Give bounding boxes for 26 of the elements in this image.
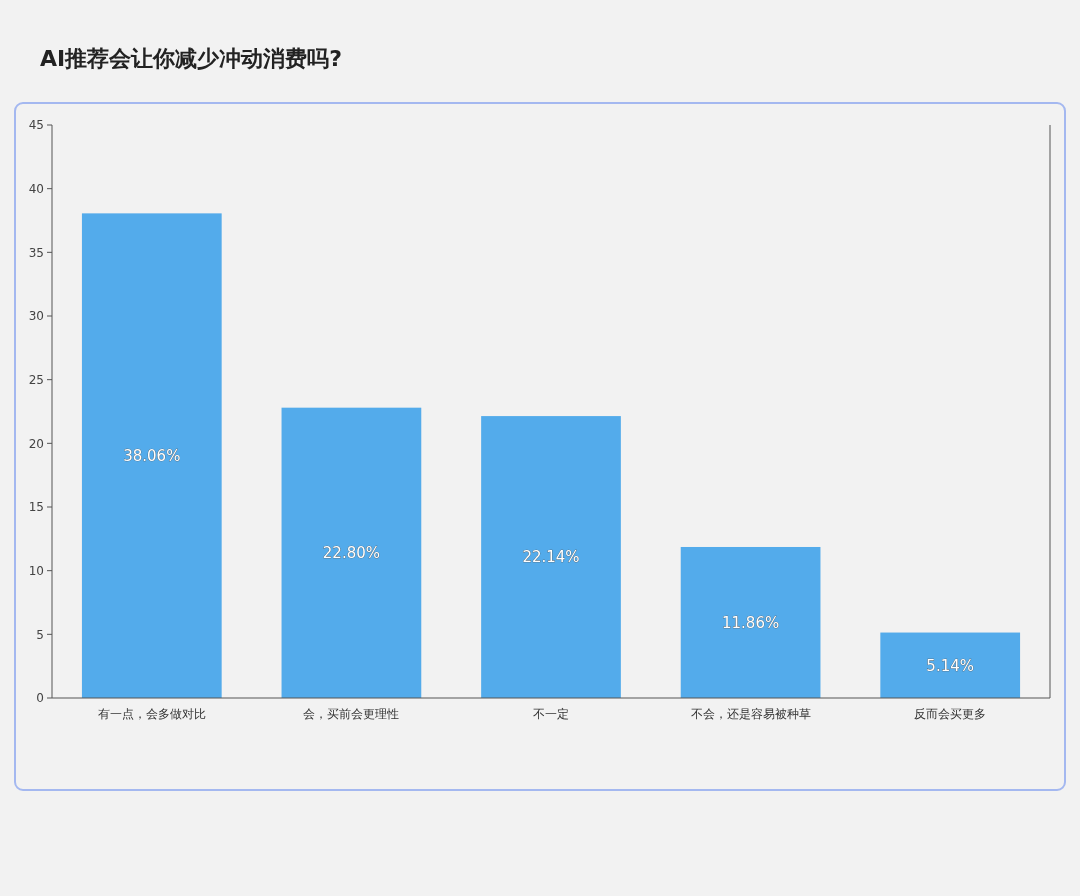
data-label: 11.86% (722, 613, 780, 632)
bar (880, 632, 1021, 698)
y-tick-label: 30 (28, 309, 44, 324)
y-tick-label: 35 (28, 245, 44, 260)
data-label: 22.80% (322, 544, 380, 563)
x-tick-label: 有一点，会多做对比 (97, 707, 206, 721)
y-tick-label: 45 (28, 118, 44, 133)
data-label: 22.14% (522, 548, 580, 567)
y-tick-label: 5 (36, 627, 44, 642)
data-label: 38.06% (123, 446, 181, 465)
y-tick-label: 0 (36, 691, 44, 706)
x-tick-label: 反而会买更多 (914, 707, 987, 721)
bar (680, 546, 821, 698)
data-label: 5.14% (926, 656, 975, 675)
bar (81, 213, 222, 698)
chart-title: AI推荐会让你减少冲动消费吗? (40, 46, 342, 71)
y-tick-label: 25 (28, 372, 44, 387)
y-tick-label: 20 (28, 436, 44, 451)
x-tick-label: 不一定 (533, 707, 569, 721)
x-tick-label: 不会，还是容易被种草 (690, 707, 811, 721)
bar (281, 407, 422, 698)
x-tick-label: 会，买前会更理性 (303, 707, 400, 721)
bar (481, 416, 621, 698)
y-tick-label: 10 (28, 563, 44, 578)
y-tick-label: 40 (28, 181, 44, 196)
y-tick-label: 15 (28, 500, 44, 515)
